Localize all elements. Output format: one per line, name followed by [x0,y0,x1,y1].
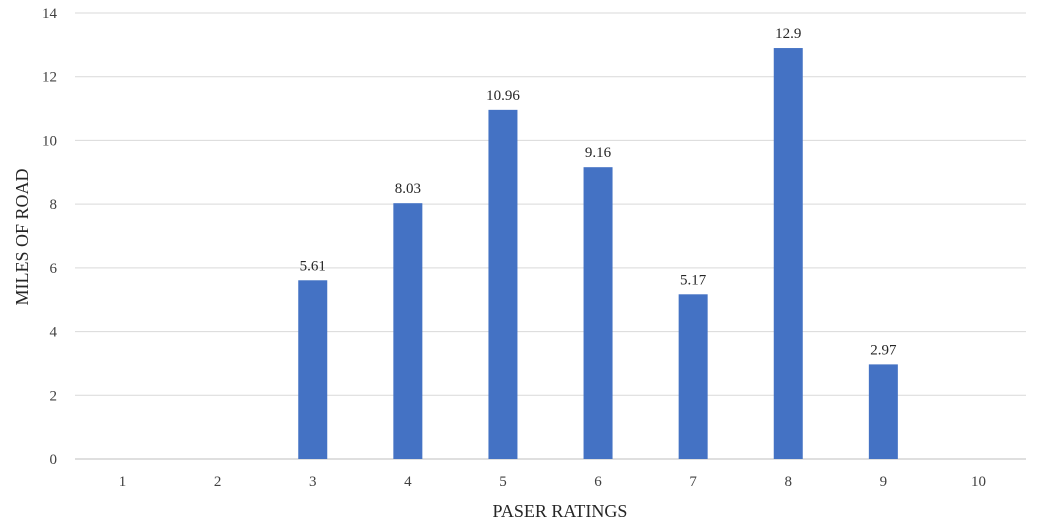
y-axis-title: MILES OF ROAD [12,168,32,305]
x-axis-ticks: 1 2 3 4 5 6 7 8 9 10 [119,474,986,490]
y-tick-label: 2 [50,388,58,404]
y-tick-label: 4 [50,325,58,341]
x-axis-title: PASER RATINGS [493,501,628,521]
data-label: 10.96 [486,88,520,104]
y-tick-label: 0 [50,452,58,468]
x-tick-label: 5 [499,474,507,490]
data-label: 8.03 [395,181,421,197]
y-axis-ticks: 0 2 4 6 8 10 12 14 [42,6,58,468]
y-tick-label: 10 [42,133,57,149]
y-tick-label: 6 [50,261,58,277]
y-tick-label: 12 [42,70,57,86]
x-tick-label: 3 [309,474,317,490]
bars [298,48,898,460]
x-tick-label: 7 [689,474,697,490]
y-tick-label: 14 [42,6,58,22]
bar [298,280,328,459]
bar [583,167,613,459]
x-tick-label: 1 [119,474,127,490]
data-label: 9.16 [585,145,612,161]
y-tick-label: 8 [50,197,58,213]
data-label: 5.17 [680,272,707,288]
x-tick-label: 10 [971,474,986,490]
data-label: 12.9 [775,26,801,42]
data-labels: 5.61 8.03 10.96 9.16 5.17 12.9 2.97 [300,26,897,358]
bar [488,109,518,460]
x-tick-label: 6 [594,474,602,490]
bar [868,364,898,459]
gridlines [75,12,1026,460]
x-tick-label: 8 [785,474,793,490]
x-tick-label: 2 [214,474,222,490]
bar [393,203,423,459]
bar [773,48,803,460]
data-label: 2.97 [870,342,897,358]
data-label: 5.61 [300,258,326,274]
x-tick-label: 9 [880,474,888,490]
x-tick-label: 4 [404,474,412,490]
bar [678,294,708,459]
